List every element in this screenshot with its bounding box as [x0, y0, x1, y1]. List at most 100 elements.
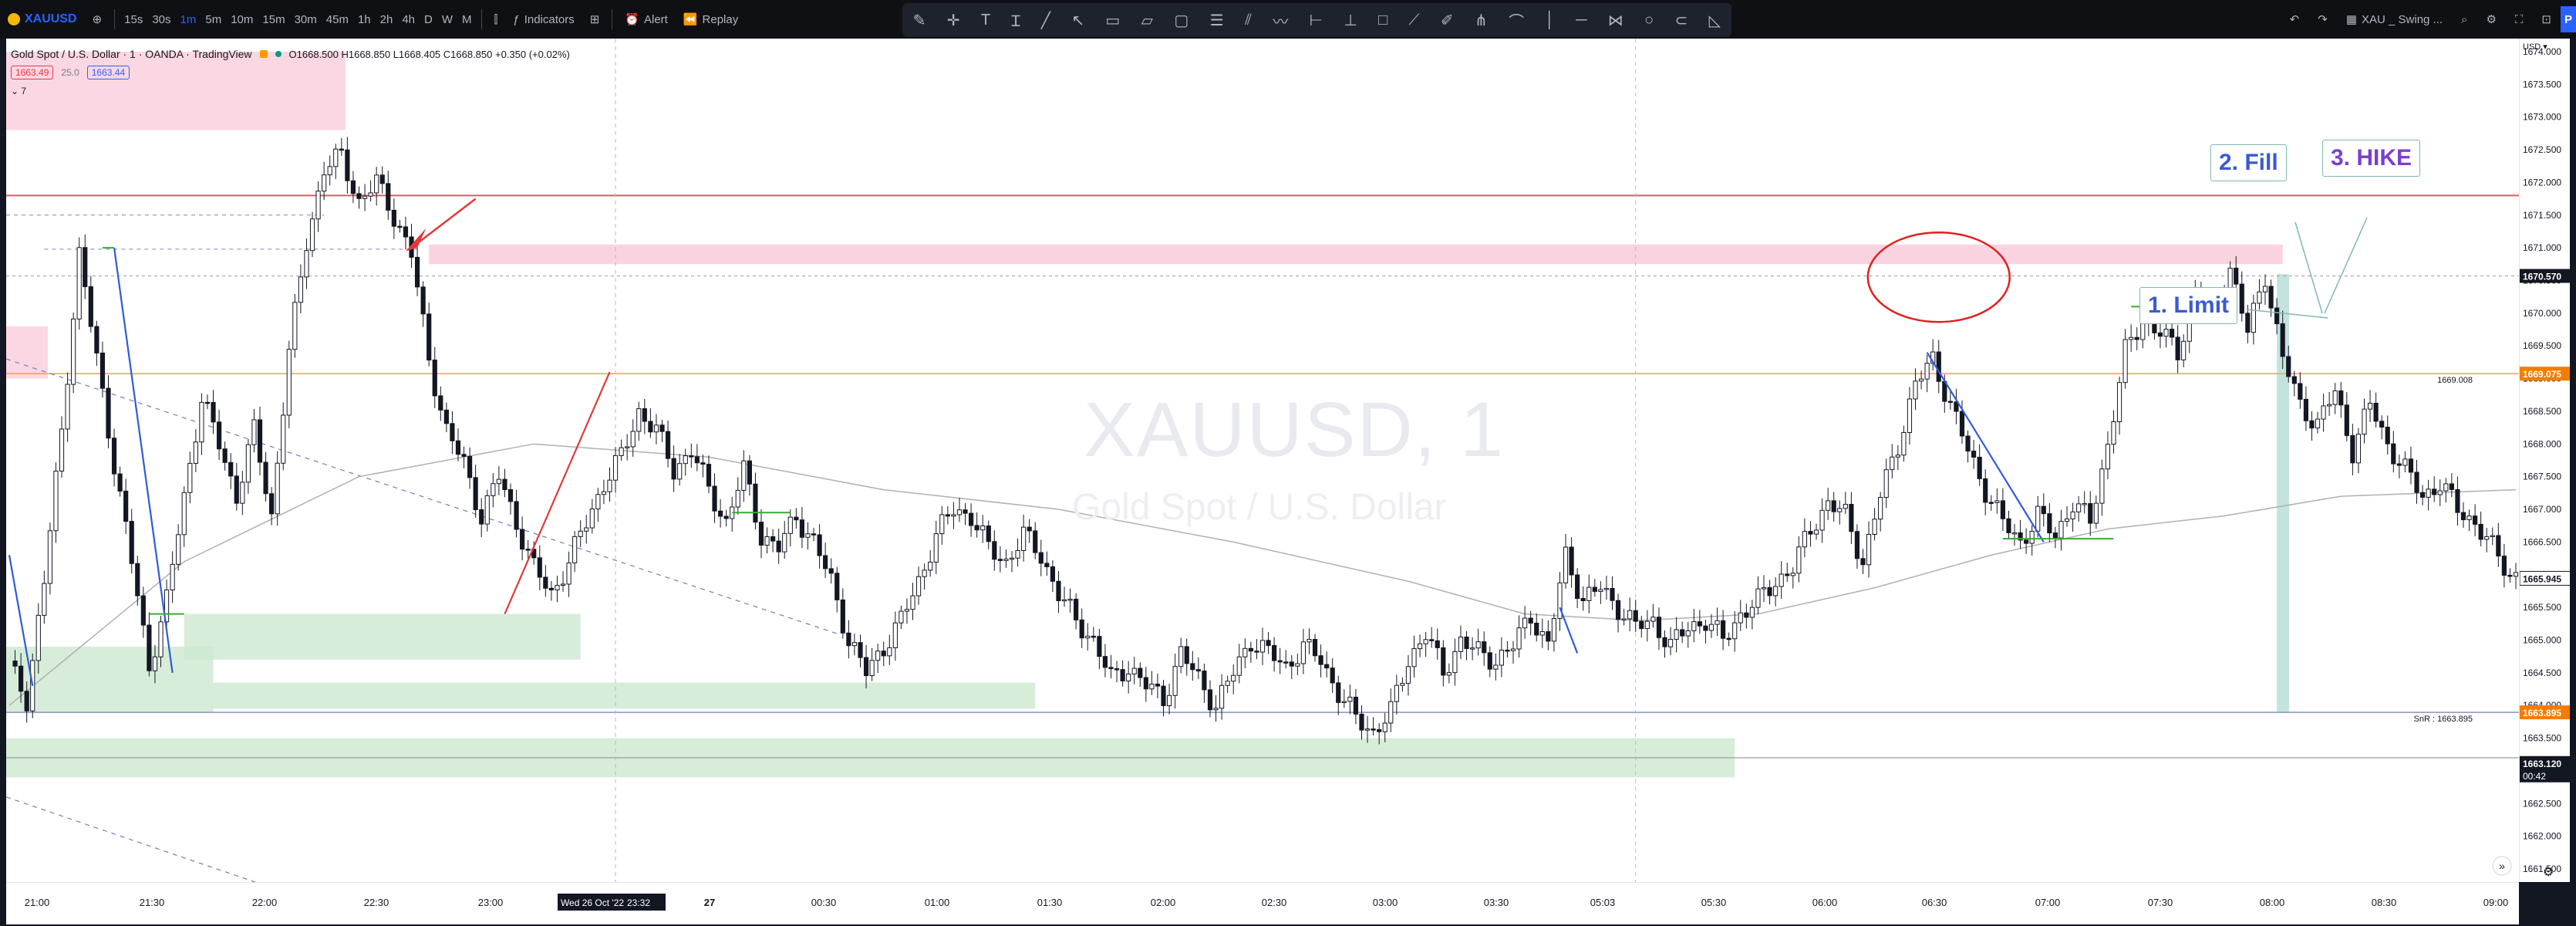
candle-body — [1324, 664, 1330, 669]
candle-body — [1901, 431, 1907, 456]
settings-button[interactable]: ⚙ — [2477, 12, 2505, 26]
publish-button[interactable]: P — [2561, 6, 2576, 32]
scroll-realtime-button[interactable] — [2492, 856, 2512, 876]
alert-button[interactable]: ⏰ Alert — [617, 0, 676, 39]
market-status-icon — [259, 50, 268, 58]
price-axis[interactable]: 1674.000 1673.500 1673.000 1672.500 1672.000… — [2519, 39, 2571, 882]
magnet-icon[interactable]: ⊂ — [1674, 12, 1688, 29]
callout-icon[interactable]: ▭ — [1105, 12, 1121, 29]
interval-30s[interactable]: 30s — [152, 12, 171, 26]
left-frame — [0, 39, 6, 926]
time-axis[interactable]: 21:00 21:30 22:00 22:30 23:00 Wed 26 Oct '22 2… — [6, 882, 2519, 925]
price-axis-canvas: 1674.000 1673.500 1673.000 1672.500 1672.000… — [2520, 42, 2571, 879]
candle-body — [170, 563, 175, 591]
undo-button[interactable]: ↶ — [2281, 12, 2309, 26]
templates-button[interactable]: ⊞ — [582, 0, 608, 39]
candle-body — [630, 431, 636, 448]
text-icon[interactable]: T — [980, 11, 991, 29]
interval-15s[interactable]: 15s — [124, 12, 143, 26]
interval-M[interactable]: M — [462, 12, 472, 26]
candle-body — [507, 489, 514, 502]
candle-body — [111, 438, 117, 475]
chart-pane[interactable]: 1669.008 SnR : 1663.895 » — [6, 39, 2519, 882]
candle-body — [589, 509, 595, 529]
pen-icon[interactable]: ✐ — [1440, 12, 1454, 29]
vertical-line-icon[interactable]: │ — [1545, 11, 1555, 29]
interval-15m[interactable]: 15m — [262, 12, 285, 26]
candle-body — [2513, 572, 2519, 577]
candle-body — [840, 599, 845, 634]
candle-body — [764, 536, 770, 546]
orange-level-badge-bg — [2520, 367, 2571, 381]
price-range-icon[interactable]: ⊥ — [1344, 12, 1357, 29]
note-icon[interactable]: ▱ — [1141, 12, 1154, 29]
interval-D[interactable]: D — [424, 12, 433, 26]
price-tick-label: 1665.000 — [2523, 635, 2561, 646]
redo-button[interactable]: ↷ — [2308, 12, 2337, 26]
indicators-button[interactable]: ƒ Indicators — [505, 0, 582, 39]
candle-body — [560, 583, 566, 586]
axis-settings-icon[interactable]: ⚙ — [2543, 864, 2554, 879]
symbol-search[interactable]: XAUUSD — [0, 0, 85, 39]
ask-badge[interactable]: 1663.44 — [86, 66, 130, 79]
interval-2h[interactable]: 2h — [379, 12, 393, 26]
snapshot-button[interactable]: ⊡ — [2532, 12, 2561, 26]
annotation-fill[interactable]: 2. Fill — [2210, 144, 2287, 181]
candle-body — [467, 455, 473, 478]
fullscreen-button[interactable]: ⛶ — [2506, 13, 2533, 26]
comment-icon[interactable]: ▢ — [1174, 12, 1189, 29]
right-toolbar: ↶ ↷ ▦ XAU _ Swing ... ⌕ ⚙ ⛶ ⊡ P — [2281, 0, 2576, 39]
interval-1m[interactable]: 1m — [180, 12, 197, 26]
date-range-icon[interactable]: ⊢ — [1309, 12, 1323, 29]
candle-body — [1341, 701, 1347, 704]
candle-body — [455, 440, 461, 455]
candle-body — [520, 529, 525, 550]
curve-icon[interactable]: ⌒ — [1509, 13, 1525, 31]
candle-body — [414, 256, 420, 288]
interval-5m[interactable]: 5m — [205, 12, 222, 26]
fib-icon[interactable]: ☰ — [1209, 12, 1224, 29]
orange-line-label: 1669.008 — [2437, 376, 2473, 385]
interval-4h[interactable]: 4h — [402, 12, 416, 26]
red-arrow-shaft — [410, 198, 477, 249]
candle-body — [1359, 713, 1364, 731]
pattern-icon[interactable]: ⋈ — [1607, 12, 1623, 29]
triangle-icon[interactable]: ◺ — [1708, 12, 1721, 29]
time-tick-label: 06:30 — [1922, 897, 1947, 908]
candle-body — [315, 191, 321, 220]
interval-W[interactable]: W — [441, 12, 453, 26]
circle-icon[interactable]: ○ — [1644, 11, 1654, 29]
candle-body — [2309, 420, 2315, 429]
interval-10m[interactable]: 10m — [231, 12, 254, 26]
candle-body — [257, 419, 263, 463]
indicators-toggle[interactable]: ⌄ 7 — [11, 86, 26, 96]
ruler-icon[interactable]: ⟋ — [1408, 11, 1420, 29]
pitchfork-icon[interactable]: ⋔ — [1474, 12, 1488, 29]
horizontal-line-icon[interactable]: ─ — [1576, 11, 1587, 29]
add-symbol-button[interactable]: ⊕ — [85, 0, 110, 39]
arrow-icon[interactable]: ↖ — [1071, 12, 1085, 29]
cursor-text-icon[interactable]: Ɪ — [1011, 12, 1020, 30]
annotation-limit[interactable]: 1. Limit — [2139, 287, 2238, 324]
layout-button[interactable]: ▦ XAU _ Swing ... — [2337, 12, 2452, 26]
crosshair-icon[interactable]: ✛ — [946, 12, 960, 29]
candle-body — [1178, 646, 1184, 667]
trend-line-icon[interactable]: ╱ — [1040, 12, 1050, 29]
candle-body — [2134, 336, 2139, 340]
interval-1h[interactable]: 1h — [357, 12, 371, 26]
annotation-hike[interactable]: 3. HIKE — [2322, 140, 2421, 177]
candle-body — [2303, 398, 2309, 421]
brush-icon[interactable]: ✎ — [912, 12, 926, 29]
replay-button[interactable]: ⏪ Replay — [676, 0, 746, 39]
search-button[interactable]: ⌕ — [2452, 13, 2477, 26]
candle-body — [1050, 566, 1056, 582]
rectangle-icon[interactable]: □ — [1378, 11, 1388, 29]
parallel-channel-icon[interactable]: ⫽ — [1244, 11, 1252, 29]
zigzag-icon[interactable]: 〰 — [1273, 13, 1289, 31]
bid-badge[interactable]: 1663.49 — [11, 66, 54, 79]
interval-45m[interactable]: 45m — [325, 12, 349, 26]
chart-type-button[interactable]: ⫿ — [487, 0, 506, 39]
interval-30m[interactable]: 30m — [294, 12, 317, 26]
candle-body — [956, 509, 963, 515]
candle-body — [2076, 503, 2082, 512]
